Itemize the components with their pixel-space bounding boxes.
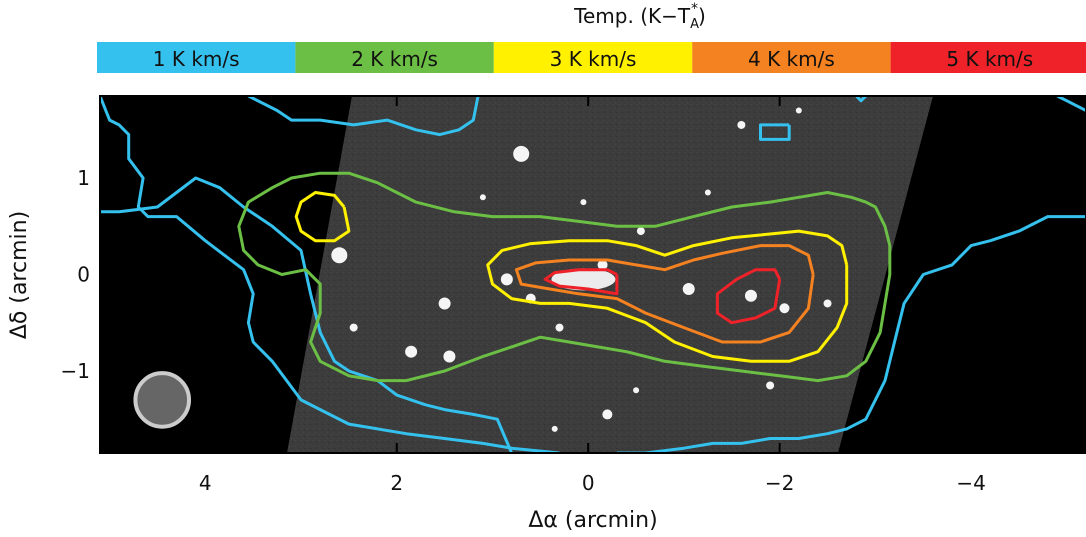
contours bbox=[100, 96, 1086, 453]
point-source bbox=[555, 323, 564, 332]
contour-level-1 bbox=[247, 96, 480, 137]
y-axis-title: Δδ (arcmin) bbox=[7, 211, 32, 339]
colorbar-swatch bbox=[692, 42, 891, 73]
point-source bbox=[823, 299, 832, 308]
colorbar-bin: 5 K km/s bbox=[890, 42, 1086, 73]
point-source bbox=[349, 323, 358, 332]
x-tick-label: 2 bbox=[390, 471, 403, 495]
point-source bbox=[331, 247, 348, 264]
x-axis-title: Δα (arcmin) bbox=[528, 508, 657, 533]
contour-level-3 bbox=[486, 229, 849, 363]
y-tick-label: 0 bbox=[77, 263, 90, 287]
bright-emission bbox=[551, 268, 616, 291]
point-source bbox=[602, 409, 613, 420]
point-sources bbox=[331, 107, 832, 432]
point-source bbox=[633, 387, 640, 394]
x-tick-label: 0 bbox=[582, 471, 595, 495]
point-source bbox=[737, 120, 746, 129]
contour-level-1 bbox=[100, 96, 560, 453]
contour-level-1 bbox=[855, 96, 867, 103]
contour-level-2 bbox=[237, 171, 892, 383]
point-source bbox=[580, 199, 587, 206]
axis-ticks: −4 −2 0 2 4 −1 0 1 bbox=[61, 96, 1086, 495]
point-source bbox=[766, 381, 775, 390]
colorbar-title-sub: A bbox=[690, 17, 699, 32]
point-source bbox=[779, 303, 790, 314]
colorbar: 1 K km/s 2 K km/s 3 K km/s 4 K km/s 5 K km/s bbox=[97, 42, 1086, 73]
point-source bbox=[443, 350, 456, 363]
beam-circle bbox=[133, 371, 192, 429]
contour-level-5 bbox=[715, 268, 782, 325]
contour-level-4 bbox=[514, 244, 815, 344]
colorbar-title-sup: * bbox=[691, 1, 698, 17]
contour-level-1 bbox=[100, 176, 513, 453]
point-source bbox=[682, 282, 695, 295]
point-source bbox=[704, 189, 711, 196]
colorbar-bin: 1 K km/s bbox=[97, 42, 296, 73]
point-source bbox=[795, 107, 802, 114]
plot-panel: −4 −2 0 2 4 −1 0 1 bbox=[61, 95, 1086, 495]
contour-level-1 bbox=[1056, 96, 1086, 112]
point-source bbox=[405, 345, 418, 358]
colorbar-swatch bbox=[493, 42, 693, 73]
contour-level-1 bbox=[759, 123, 791, 141]
colorbar-title-main: Temp. (K−T bbox=[573, 4, 691, 28]
colorbar-bin: 3 K km/s bbox=[493, 42, 693, 73]
point-source bbox=[636, 227, 645, 236]
colorbar-label: 5 K km/s bbox=[946, 47, 1033, 71]
x-tick-label: 4 bbox=[199, 471, 212, 495]
point-source bbox=[500, 273, 513, 286]
contour-level-3 bbox=[294, 191, 351, 243]
colorbar-swatch bbox=[295, 42, 494, 73]
contour-level-1 bbox=[616, 215, 1086, 453]
colorbar-label: 4 K km/s bbox=[748, 47, 835, 71]
point-source bbox=[597, 259, 608, 270]
colorbar-label: 2 K km/s bbox=[351, 47, 438, 71]
colorbar-bin: 4 K km/s bbox=[692, 42, 891, 73]
y-tick-label: −1 bbox=[61, 359, 90, 383]
x-tick-label: −2 bbox=[765, 471, 794, 495]
colorbar-title: Temp. (K−TA*) bbox=[573, 1, 706, 32]
x-tick-label: −4 bbox=[956, 471, 985, 495]
point-source bbox=[479, 194, 486, 201]
point-source bbox=[513, 145, 530, 162]
colorbar-label: 3 K km/s bbox=[550, 47, 637, 71]
colorbar-label: 1 K km/s bbox=[153, 47, 240, 71]
colorbar-swatch bbox=[890, 42, 1086, 73]
contour-level-5 bbox=[543, 268, 619, 296]
colorbar-bin: 2 K km/s bbox=[295, 42, 494, 73]
point-source bbox=[744, 289, 757, 302]
colorbar-swatch bbox=[97, 42, 296, 73]
point-source bbox=[438, 297, 451, 310]
colorbar-title-close: ) bbox=[698, 4, 706, 28]
point-source bbox=[551, 425, 558, 432]
y-tick-label: 1 bbox=[77, 166, 90, 190]
